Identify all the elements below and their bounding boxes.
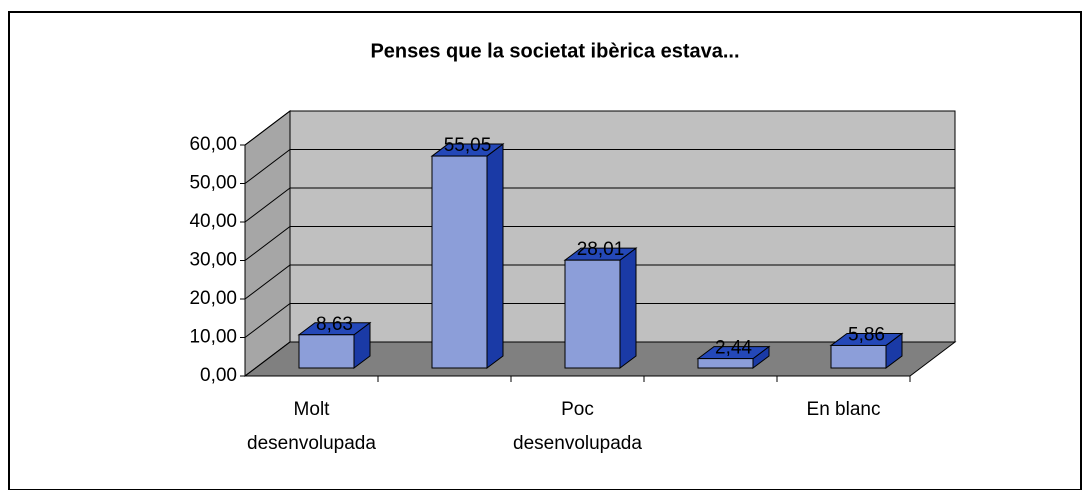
- bar: [830, 344, 887, 369]
- bar-side: [619, 247, 637, 369]
- value-label: 5,86: [848, 324, 885, 345]
- y-tick-label: 30,00: [189, 250, 237, 271]
- y-tick-label: 50,00: [189, 173, 237, 194]
- x-tick-label: Poc desenvolupada: [513, 399, 642, 454]
- bar: [697, 358, 754, 369]
- bar-side: [486, 143, 504, 369]
- y-tick-label: 40,00: [189, 211, 237, 232]
- bar: [298, 334, 355, 369]
- x-tick-label: Molt desenvolupada: [247, 399, 376, 454]
- y-tick-label: 20,00: [189, 288, 237, 309]
- x-tick-label: En blanc: [807, 399, 881, 420]
- grid-line: [244, 226, 955, 261]
- value-label: 2,44: [715, 338, 752, 359]
- bar: [564, 259, 621, 369]
- value-label: 28,01: [577, 239, 625, 260]
- y-tick-label: 60,00: [189, 134, 237, 155]
- grid-line: [244, 303, 955, 338]
- grid-line: [244, 264, 955, 300]
- grid-line: [244, 149, 955, 184]
- grid-line: [244, 341, 955, 377]
- value-label: 55,05: [444, 135, 492, 156]
- y-tick-label: 0,00: [200, 365, 237, 386]
- y-tick-label: 10,00: [189, 327, 237, 348]
- grid-line: [244, 110, 955, 146]
- bar: [431, 155, 488, 369]
- value-label: 8,63: [316, 314, 353, 335]
- chart-title: Penses que la societat ibèrica estava...: [370, 40, 739, 62]
- grid-line: [244, 187, 955, 223]
